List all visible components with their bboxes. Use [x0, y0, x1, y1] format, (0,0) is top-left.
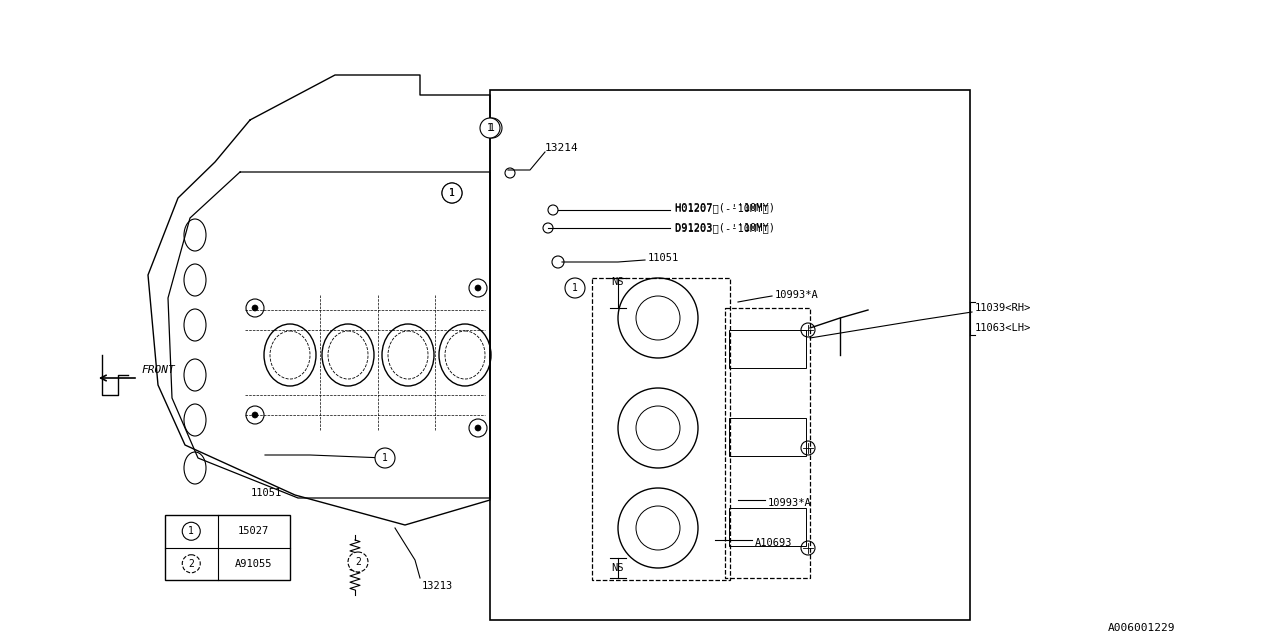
Circle shape — [348, 552, 369, 572]
Text: 1: 1 — [489, 123, 495, 133]
Text: H01207（ -'10MY）: H01207（ -'10MY） — [675, 203, 769, 213]
Circle shape — [442, 183, 462, 203]
Circle shape — [475, 285, 481, 291]
Bar — [490, 90, 970, 620]
Circle shape — [252, 305, 259, 311]
Text: 1: 1 — [572, 283, 579, 293]
Text: 11063<LH>: 11063<LH> — [975, 323, 1032, 333]
Text: A006001229: A006001229 — [1107, 623, 1175, 633]
Text: 1: 1 — [488, 123, 493, 133]
Bar — [165, 515, 291, 580]
Circle shape — [182, 522, 200, 540]
Text: A10693: A10693 — [755, 538, 792, 548]
Circle shape — [480, 118, 500, 138]
Bar — [724, 308, 810, 578]
Text: 10993*A: 10993*A — [768, 498, 812, 508]
Circle shape — [483, 118, 502, 138]
Text: FRONT: FRONT — [141, 365, 175, 375]
Text: 1: 1 — [449, 188, 454, 198]
Text: 11039<RH>: 11039<RH> — [975, 303, 1032, 313]
Bar — [730, 418, 806, 456]
Text: A91055: A91055 — [236, 559, 273, 569]
Bar — [591, 278, 730, 580]
Text: 2: 2 — [188, 559, 195, 569]
Circle shape — [182, 555, 200, 573]
Text: 2: 2 — [355, 557, 361, 567]
Circle shape — [375, 448, 396, 468]
Text: 10993*A: 10993*A — [774, 290, 819, 300]
Text: 13214: 13214 — [545, 143, 579, 153]
Circle shape — [564, 278, 585, 298]
Circle shape — [252, 412, 259, 418]
Text: 13213: 13213 — [422, 581, 453, 591]
Circle shape — [442, 183, 462, 203]
Bar — [730, 508, 806, 546]
Text: 1: 1 — [188, 526, 195, 536]
Text: 11051: 11051 — [251, 488, 283, 498]
Text: D91203 ( -'10MY): D91203 ( -'10MY) — [675, 223, 774, 233]
Text: NS: NS — [612, 563, 625, 573]
Bar — [730, 330, 806, 368]
Text: H01207 ( -'10MY): H01207 ( -'10MY) — [675, 203, 774, 213]
Text: 11051: 11051 — [648, 253, 680, 263]
Text: 1: 1 — [449, 188, 454, 198]
Text: NS: NS — [612, 277, 625, 287]
Circle shape — [475, 425, 481, 431]
Text: 1: 1 — [381, 453, 388, 463]
Text: D91203（ -'10MY）: D91203（ -'10MY） — [675, 223, 769, 233]
Text: 15027: 15027 — [238, 526, 269, 536]
